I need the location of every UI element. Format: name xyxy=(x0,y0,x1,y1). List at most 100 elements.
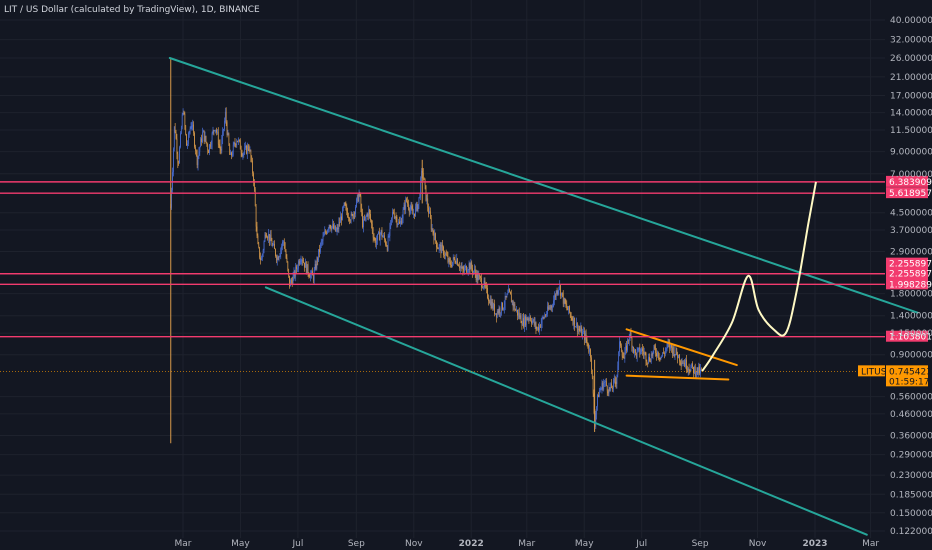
y-tick-label: 0.18500000 xyxy=(890,490,932,500)
candle-body xyxy=(435,233,436,241)
y-tick-label: 0.46000000 xyxy=(890,410,932,420)
y-axis: 40.00000000 32.00000000 26.00000000 21.0000… xyxy=(890,16,932,537)
candle-body xyxy=(584,331,585,341)
candle-body xyxy=(625,345,627,351)
x-tick-label: 2022 xyxy=(459,539,484,549)
candle-body xyxy=(443,246,444,256)
candle-body xyxy=(498,308,500,314)
candle-body xyxy=(261,254,263,259)
candle-body xyxy=(512,300,514,307)
x-tick-label: Mar xyxy=(862,539,879,549)
candle-body xyxy=(428,207,429,214)
candle-body xyxy=(657,351,658,357)
y-tick-label: 4.50000000 xyxy=(890,209,932,219)
candle-body xyxy=(275,249,276,256)
candle-body xyxy=(437,247,438,249)
candle-body xyxy=(371,223,373,232)
candle-body xyxy=(444,253,446,256)
candle-body xyxy=(332,224,334,227)
candle-body xyxy=(456,258,458,264)
candle-body xyxy=(254,181,255,190)
candle-body xyxy=(555,291,557,298)
candle-body xyxy=(386,246,388,251)
y-tick-label: 11.50000000 xyxy=(890,126,932,136)
candle-body xyxy=(300,260,302,262)
candle-body xyxy=(285,251,287,258)
candle-body xyxy=(519,315,521,318)
candle-body xyxy=(384,235,385,240)
candle-body xyxy=(180,133,181,148)
candle-body xyxy=(299,261,301,264)
candle-body xyxy=(187,143,188,146)
candle-body xyxy=(406,198,407,202)
candle-body xyxy=(529,316,531,319)
candle-body xyxy=(543,317,545,319)
candle-body xyxy=(447,256,449,263)
candle-body xyxy=(342,206,344,208)
candle-body xyxy=(310,273,312,278)
candle-body xyxy=(321,240,323,242)
candle-body xyxy=(561,292,562,296)
symbol-tag: LITUSD xyxy=(861,367,893,377)
candle-body xyxy=(664,353,665,354)
candle-body xyxy=(486,285,488,288)
candle-body xyxy=(398,221,400,224)
candle-body xyxy=(640,351,642,354)
candle-body xyxy=(570,314,572,319)
candle-body xyxy=(607,391,609,394)
grid xyxy=(0,0,885,538)
candle-body xyxy=(643,352,645,354)
candle-body xyxy=(264,234,266,242)
candle-body xyxy=(504,296,506,306)
candle-body xyxy=(388,235,390,237)
candle-body xyxy=(690,366,692,372)
candle-body xyxy=(441,244,443,254)
candle-body xyxy=(328,225,330,229)
candle-body xyxy=(188,133,189,144)
candle-body xyxy=(320,241,322,244)
candle-body xyxy=(330,227,332,230)
candle-body xyxy=(433,233,435,241)
candle-body xyxy=(224,120,225,130)
candle-body xyxy=(231,152,232,156)
candle-body xyxy=(325,231,326,233)
candle-body xyxy=(366,214,368,217)
candle-body xyxy=(575,326,576,328)
candle-body xyxy=(212,130,214,134)
candle-body xyxy=(638,347,640,349)
candle-body xyxy=(646,361,648,363)
candle-body xyxy=(691,363,693,367)
candle-body xyxy=(549,307,551,309)
candle-body xyxy=(276,257,278,261)
candle-body xyxy=(242,154,244,156)
candle-body xyxy=(511,300,513,303)
candle-body xyxy=(410,206,412,209)
candle-body xyxy=(184,113,186,126)
candle-body xyxy=(195,146,196,151)
candle-body xyxy=(402,209,404,219)
candle-body xyxy=(192,124,194,126)
x-tick-label: Mar xyxy=(175,539,192,549)
level-label-bg xyxy=(886,278,928,290)
candle-body xyxy=(635,352,637,358)
candle-body xyxy=(284,246,286,252)
candle-body xyxy=(474,269,475,271)
candle-body xyxy=(241,152,243,156)
candle-body xyxy=(593,393,595,413)
candle-body xyxy=(245,145,246,148)
candle-body xyxy=(394,217,396,218)
candle-body xyxy=(279,254,281,257)
candle-body xyxy=(597,395,598,407)
candle-body xyxy=(470,262,472,270)
candle-body xyxy=(220,148,222,151)
candle-body xyxy=(544,315,546,319)
candle-body xyxy=(313,269,315,281)
candle-body xyxy=(695,373,697,376)
candle-body xyxy=(191,125,193,127)
candle-body xyxy=(427,198,429,208)
level-label-bg xyxy=(886,330,928,342)
candle-body xyxy=(560,285,561,296)
candle-body xyxy=(271,241,273,246)
candle-body xyxy=(252,160,253,174)
